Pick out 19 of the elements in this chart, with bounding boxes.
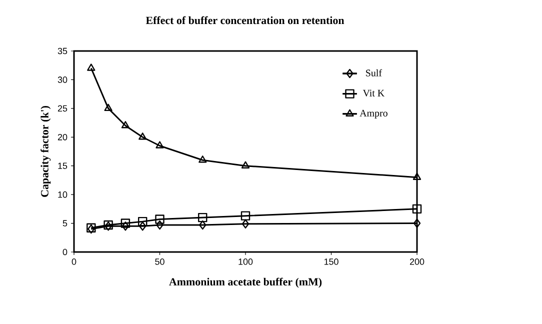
- x-tick-label: 100: [238, 258, 253, 265]
- y-tick-label: 25: [58, 105, 68, 112]
- y-tick-label: 35: [58, 48, 68, 54]
- legend-label: Vit K: [362, 90, 384, 97]
- y-tick-label: 15: [58, 162, 68, 169]
- y-tick-label: 30: [58, 76, 68, 83]
- chart-title: Effect of buffer concentration on retention: [146, 16, 344, 24]
- legend-label: Sulf: [366, 69, 382, 76]
- y-tick-label: 10: [58, 191, 68, 198]
- x-axis-title: Ammonium acetate buffer (mM): [169, 278, 322, 288]
- x-tick-label: 0: [72, 258, 76, 265]
- x-tick-label: 150: [324, 258, 338, 265]
- x-tick-label: 50: [155, 258, 164, 265]
- x-tick-label: 200: [410, 258, 424, 265]
- y-tick-label: 20: [58, 134, 68, 140]
- y-tick-label: 0: [62, 248, 68, 256]
- legend-label: Ampro: [360, 110, 388, 119]
- y-axis-title: Capacity factor (k'): [40, 106, 51, 197]
- y-tick-label: 5: [62, 220, 68, 226]
